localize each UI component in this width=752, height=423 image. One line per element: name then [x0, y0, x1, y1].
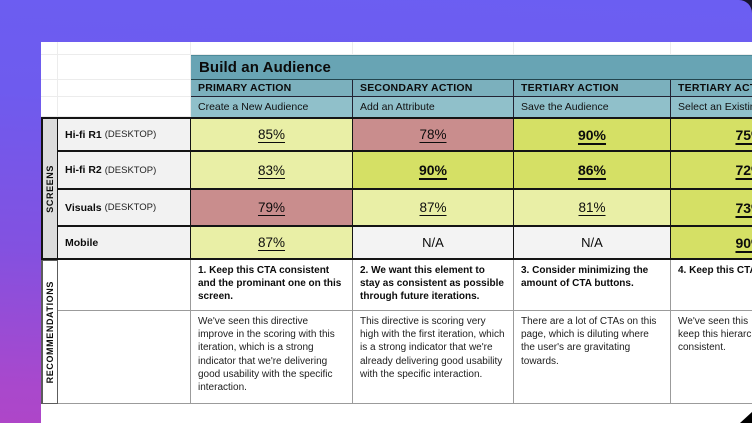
task-header-save-audience[interactable]: Save the Audience — [514, 97, 671, 117]
empty-cell[interactable] — [58, 260, 191, 311]
row-name: Visuals — [65, 201, 102, 214]
column-header-tertiary-action-1[interactable]: TERTIARY ACTION — [514, 80, 671, 97]
task-header-add-attribute[interactable]: Add an Attribute — [353, 97, 514, 117]
recommendation-title-text: 4. Keep this CTA — [678, 265, 752, 276]
empty-cell[interactable] — [353, 42, 514, 55]
row-label-visuals[interactable]: Visuals (DESKTOP) — [58, 190, 191, 227]
empty-cell[interactable] — [58, 80, 191, 97]
score-cell[interactable]: 86% — [514, 152, 671, 190]
score-cell[interactable]: 81% — [514, 190, 671, 227]
column-header-primary-action[interactable]: PRIMARY ACTION — [191, 80, 353, 97]
recommendation-title-3[interactable]: 3. Consider minimizing the amount of CTA… — [514, 260, 671, 311]
empty-cell[interactable] — [41, 55, 58, 80]
recommendation-body-4[interactable]: We've seen this keep this hierarchy cons… — [671, 311, 752, 404]
score-cell[interactable]: 90% — [514, 117, 671, 152]
score-cell[interactable]: 87% — [353, 190, 514, 227]
recommendation-title-text: 3. Consider minimizing the amount of CTA… — [521, 265, 649, 289]
task-header-create-audience[interactable]: Create a New Audience — [191, 97, 353, 117]
score-cell[interactable]: 87% — [191, 227, 353, 260]
recommendation-title-text: 2. We want this element to stay as consi… — [360, 265, 504, 302]
screens-section-cell[interactable]: SCREENS — [41, 117, 58, 260]
recommendation-body-text: We've seen this keep this hierarchy cons… — [678, 316, 752, 354]
recommendations-section-cell[interactable]: RECOMMENDATIONS — [41, 260, 58, 404]
recommendation-title-2[interactable]: 2. We want this element to stay as consi… — [353, 260, 514, 311]
row-name: Mobile — [65, 236, 99, 249]
row-label-mobile[interactable]: Mobile — [58, 227, 191, 260]
score-cell[interactable]: 73% — [671, 190, 752, 227]
recommendation-title-text: 1. Keep this CTA consistent and the prom… — [198, 265, 342, 302]
score-cell[interactable]: 72% — [671, 152, 752, 190]
spreadsheet: Build an Audience PRIMARY ACTION SECONDA… — [41, 42, 752, 423]
score-cell[interactable]: 79% — [191, 190, 353, 227]
screens-section-label: SCREENS — [45, 164, 55, 213]
row-name: Hi-fi R1 — [65, 128, 102, 141]
score-cell-na[interactable]: N/A — [514, 227, 671, 260]
column-header-tertiary-action-2[interactable]: TERTIARY ACTION — [671, 80, 752, 97]
row-suffix: (DESKTOP) — [104, 202, 157, 213]
column-header-secondary-action[interactable]: SECONDARY ACTION — [353, 80, 514, 97]
score-cell[interactable]: 85% — [191, 117, 353, 152]
empty-cell[interactable] — [671, 42, 752, 55]
recommendation-body-3[interactable]: There are a lot of CTAs on this page, wh… — [514, 311, 671, 404]
recommendations-section-label: RECOMMENDATIONS — [45, 280, 55, 384]
row-label-hifi-r1[interactable]: Hi-fi R1 (DESKTOP) — [58, 117, 191, 152]
mouse-cursor-icon — [740, 412, 752, 423]
empty-cell[interactable] — [514, 42, 671, 55]
score-cell[interactable]: 90% — [353, 152, 514, 190]
empty-cell[interactable] — [41, 97, 58, 117]
recommendation-body-2[interactable]: This directive is scoring very high with… — [353, 311, 514, 404]
row-suffix: (DESKTOP) — [104, 164, 157, 176]
score-cell[interactable]: 83% — [191, 152, 353, 190]
empty-cell[interactable] — [191, 42, 353, 55]
row-name: Hi-fi R2 — [65, 164, 102, 176]
recommendation-body-text: We've seen this directive improve in the… — [198, 316, 335, 393]
recommendation-title-4[interactable]: 4. Keep this CTA — [671, 260, 752, 311]
empty-row[interactable] — [41, 404, 752, 423]
empty-cell[interactable] — [58, 55, 191, 80]
score-cell[interactable]: 78% — [353, 117, 514, 152]
score-cell[interactable]: 90% — [671, 227, 752, 260]
empty-cell[interactable] — [41, 42, 58, 55]
empty-cell[interactable] — [58, 42, 191, 55]
row-label-hifi-r2[interactable]: Hi-fi R2 (DESKTOP) — [58, 152, 191, 190]
table-title-cell[interactable]: Build an Audience — [191, 55, 752, 80]
recommendation-body-text: There are a lot of CTAs on this page, wh… — [521, 316, 657, 367]
recommendation-body-1[interactable]: We've seen this directive improve in the… — [191, 311, 353, 404]
recommendation-title-1[interactable]: 1. Keep this CTA consistent and the prom… — [191, 260, 353, 311]
task-header-select-existing[interactable]: Select an Existing — [671, 97, 752, 117]
empty-cell[interactable] — [41, 80, 58, 97]
recommendation-body-text: This directive is scoring very high with… — [360, 316, 505, 380]
row-suffix: (DESKTOP) — [104, 129, 157, 140]
score-cell-na[interactable]: N/A — [353, 227, 514, 260]
score-cell[interactable]: 75% — [671, 117, 752, 152]
empty-cell[interactable] — [58, 97, 191, 117]
empty-cell[interactable] — [58, 311, 191, 404]
